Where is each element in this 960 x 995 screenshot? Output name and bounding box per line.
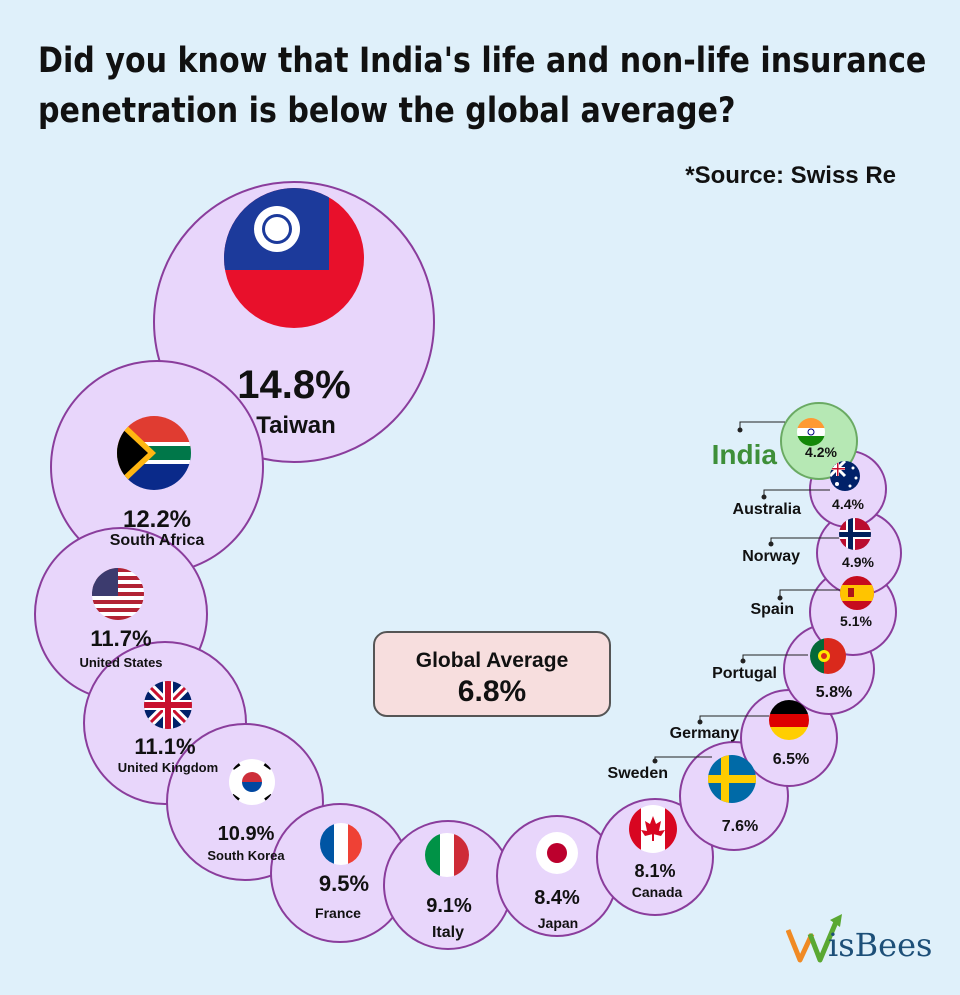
country-label-sweden: Sweden (608, 765, 668, 782)
value-label-spain: 5.1% (840, 613, 872, 629)
spain-flag (840, 576, 874, 610)
norway-flag (839, 518, 871, 550)
south-korea-flag (229, 759, 275, 805)
india-flag (797, 418, 825, 446)
value-label-india: 4.2% (805, 444, 837, 460)
australia-flag (830, 461, 860, 491)
united-states-flag (92, 568, 144, 620)
value-label-portugal: 5.8% (816, 684, 852, 701)
country-label-united-states: United States (79, 655, 162, 670)
country-label-taiwan: Taiwan (256, 412, 336, 439)
italy-flag (425, 833, 469, 877)
germany-flag (769, 700, 809, 740)
country-label-germany: Germany (670, 725, 739, 742)
wisbees-w-icon (786, 914, 842, 963)
wisbees-logo: isBees (786, 912, 936, 972)
country-label-italy: Italy (432, 924, 464, 941)
taiwan-flag (224, 188, 364, 328)
title-line-2: penetration is below the global average? (38, 91, 736, 131)
country-label-spain: Spain (750, 601, 794, 618)
global-average-value: 6.8% (457, 675, 527, 708)
france-flag (320, 823, 362, 865)
south-africa-flag (117, 416, 191, 490)
country-label-portugal: Portugal (712, 665, 777, 682)
country-label-south-africa: South Africa (110, 532, 205, 549)
value-label-canada: 8.1% (634, 861, 675, 881)
united-kingdom-flag (144, 681, 192, 729)
japan-flag (536, 832, 578, 874)
country-label-france: France (315, 905, 361, 921)
value-label-norway: 4.9% (842, 554, 874, 570)
country-label-india: India (712, 439, 778, 470)
country-label-canada: Canada (632, 884, 683, 900)
value-label-united-states: 11.7% (90, 626, 151, 651)
value-label-australia: 4.4% (832, 496, 864, 512)
value-label-united-kingdom: 11.1% (134, 734, 195, 759)
value-label-germany: 6.5% (773, 751, 809, 768)
leader-lines (652, 421, 840, 764)
title-line-1: Did you know that India's life and non-l… (38, 41, 927, 81)
canada-flag (629, 805, 677, 853)
country-label-australia: Australia (733, 501, 802, 518)
sweden-flag (708, 755, 756, 803)
country-label-japan: Japan (538, 915, 578, 931)
logo-text: isBees (828, 926, 933, 964)
chart-title: Did you know that India's life and non-l… (38, 36, 926, 136)
country-label-norway: Norway (742, 548, 800, 565)
value-label-japan: 8.4% (534, 887, 580, 909)
value-label-south-korea: 10.9% (218, 823, 275, 845)
value-label-sweden: 7.6% (722, 818, 758, 835)
value-label-south-africa: 12.2% (123, 506, 191, 533)
source-note: *Source: Swiss Re (685, 162, 896, 189)
bubble-canada (596, 798, 714, 916)
country-label-united-kingdom: United Kingdom (118, 760, 218, 775)
global-average-box: Global Average 6.8% (373, 631, 611, 717)
value-label-italy: 9.1% (426, 895, 472, 917)
value-label-taiwan: 14.8% (237, 363, 350, 407)
portugal-flag (810, 638, 846, 674)
global-average-label: Global Average (415, 649, 569, 672)
value-label-france: 9.5% (319, 871, 369, 896)
country-label-south-korea: South Korea (207, 848, 285, 863)
